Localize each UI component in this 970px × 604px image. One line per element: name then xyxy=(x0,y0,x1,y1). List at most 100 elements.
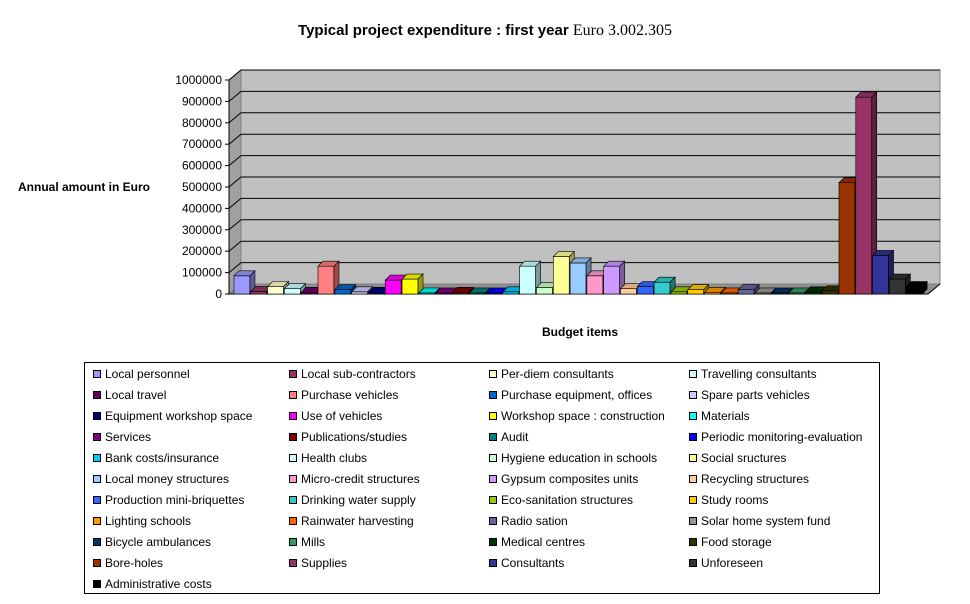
legend-label: Travelling consultants xyxy=(701,367,817,381)
legend-label: Production mini-briquettes xyxy=(105,493,245,507)
legend-label: Local sub-contractors xyxy=(301,367,416,381)
legend-swatch xyxy=(93,559,101,567)
chart-title-main: Typical project expenditure : first year xyxy=(298,22,569,39)
legend-label: Local personnel xyxy=(105,367,190,381)
legend-swatch xyxy=(489,538,497,546)
legend-label: Workshop space : construction xyxy=(501,409,665,423)
legend-label: Publications/studies xyxy=(301,430,408,444)
legend-swatch xyxy=(489,433,497,441)
legend-label: Food storage xyxy=(701,535,772,549)
gridline-side xyxy=(228,176,242,188)
gridline-side xyxy=(228,133,242,145)
legend-swatch xyxy=(689,454,697,462)
legend-swatch xyxy=(289,433,297,441)
gridline-side xyxy=(228,240,242,252)
gridline-side xyxy=(228,69,242,81)
x-axis-label: Budget items xyxy=(542,325,619,339)
legend-swatch xyxy=(489,391,497,399)
legend-swatch xyxy=(289,517,297,525)
legend: Local personnel Local sub-contractors Per-… xyxy=(84,362,880,594)
legend-label: Gypsum composites units xyxy=(501,472,639,486)
legend-swatch xyxy=(489,370,497,378)
y-tick-label: 400000 xyxy=(182,201,222,215)
legend-label: Per-diem consultants xyxy=(501,367,614,381)
legend-swatch xyxy=(93,538,101,546)
y-tick-label: 900000 xyxy=(182,94,222,108)
legend-label: Social sructures xyxy=(701,451,787,465)
legend-label: Study rooms xyxy=(701,493,769,507)
bar xyxy=(283,282,307,295)
legend-swatch xyxy=(93,517,101,525)
legend-label: Local money structures xyxy=(105,472,230,486)
legend-swatch xyxy=(489,517,497,525)
legend-swatch xyxy=(93,580,101,588)
gridline-side xyxy=(228,219,242,231)
legend-swatch xyxy=(489,454,497,462)
legend-label: Bank costs/insurance xyxy=(105,451,220,465)
legend-label: Medical centres xyxy=(501,535,586,549)
y-axis-label: Annual amount in Euro xyxy=(18,180,150,194)
gridline-side xyxy=(228,155,242,166)
gridline-side xyxy=(228,198,242,209)
legend-label: Solar home system fund xyxy=(701,514,831,528)
y-tick-label: 200000 xyxy=(182,244,222,258)
legend-swatch xyxy=(489,412,497,420)
legend-label: Mills xyxy=(301,535,325,549)
legend-swatch xyxy=(289,391,297,399)
legend-label: Lighting schools xyxy=(105,514,192,528)
legend-label: Bicycle ambulances xyxy=(105,535,212,549)
y-tick-label: 0 xyxy=(215,287,222,301)
bar xyxy=(401,273,424,295)
legend-label: Micro-credit structures xyxy=(301,472,420,486)
legend-swatch xyxy=(289,412,297,420)
legend-swatch xyxy=(489,559,497,567)
legend-swatch xyxy=(289,370,297,378)
legend-label: Hygiene education in schools xyxy=(501,451,658,465)
legend-label: Materials xyxy=(701,409,750,423)
y-tick-label: 600000 xyxy=(182,159,222,173)
legend-swatch xyxy=(93,391,101,399)
legend-swatch xyxy=(93,496,101,504)
legend-label: Recycling structures xyxy=(701,472,810,486)
legend-label: Unforeseen xyxy=(701,556,764,570)
y-tick-label: 100000 xyxy=(182,266,222,280)
legend-swatch xyxy=(93,433,101,441)
gridline-side xyxy=(228,91,242,102)
legend-swatch xyxy=(689,559,697,567)
legend-swatch xyxy=(93,475,101,483)
legend-swatch xyxy=(689,412,697,420)
legend-label: Local travel xyxy=(105,388,167,402)
y-tick-label: 500000 xyxy=(182,180,222,194)
legend-label: Bore-holes xyxy=(105,556,164,570)
y-tick-label: 700000 xyxy=(182,137,222,151)
legend-swatch xyxy=(489,475,497,483)
bar xyxy=(653,276,676,295)
legend-swatch xyxy=(289,454,297,462)
legend-swatch xyxy=(93,412,101,420)
legend-label: Use of vehicles xyxy=(301,409,383,423)
legend-swatch xyxy=(689,475,697,483)
legend-swatch xyxy=(289,538,297,546)
legend-label: Administrative costs xyxy=(105,577,212,591)
chart-title: Typical project expenditure : first year… xyxy=(0,22,970,40)
legend-swatch xyxy=(689,391,697,399)
legend-label: Rainwater harvesting xyxy=(301,514,414,528)
legend-label: Health clubs xyxy=(301,451,368,465)
legend-swatch xyxy=(689,496,697,504)
legend-swatch xyxy=(289,496,297,504)
legend-swatch xyxy=(689,538,697,546)
legend-label: Radio sation xyxy=(501,514,568,528)
legend-label: Purchase equipment, offices xyxy=(501,388,653,402)
bar xyxy=(905,280,928,295)
y-tick-label: 800000 xyxy=(182,116,222,130)
legend-label: Purchase vehicles xyxy=(301,388,399,402)
gridline-side xyxy=(228,112,242,124)
y-tick-label: 300000 xyxy=(182,223,222,237)
legend-swatch xyxy=(689,433,697,441)
bar xyxy=(855,91,878,295)
legend-swatch xyxy=(93,370,101,378)
legend-label: Consultants xyxy=(501,556,565,570)
gridline-side xyxy=(228,262,242,273)
legend-swatch xyxy=(489,496,497,504)
legend-label: Audit xyxy=(501,430,529,444)
